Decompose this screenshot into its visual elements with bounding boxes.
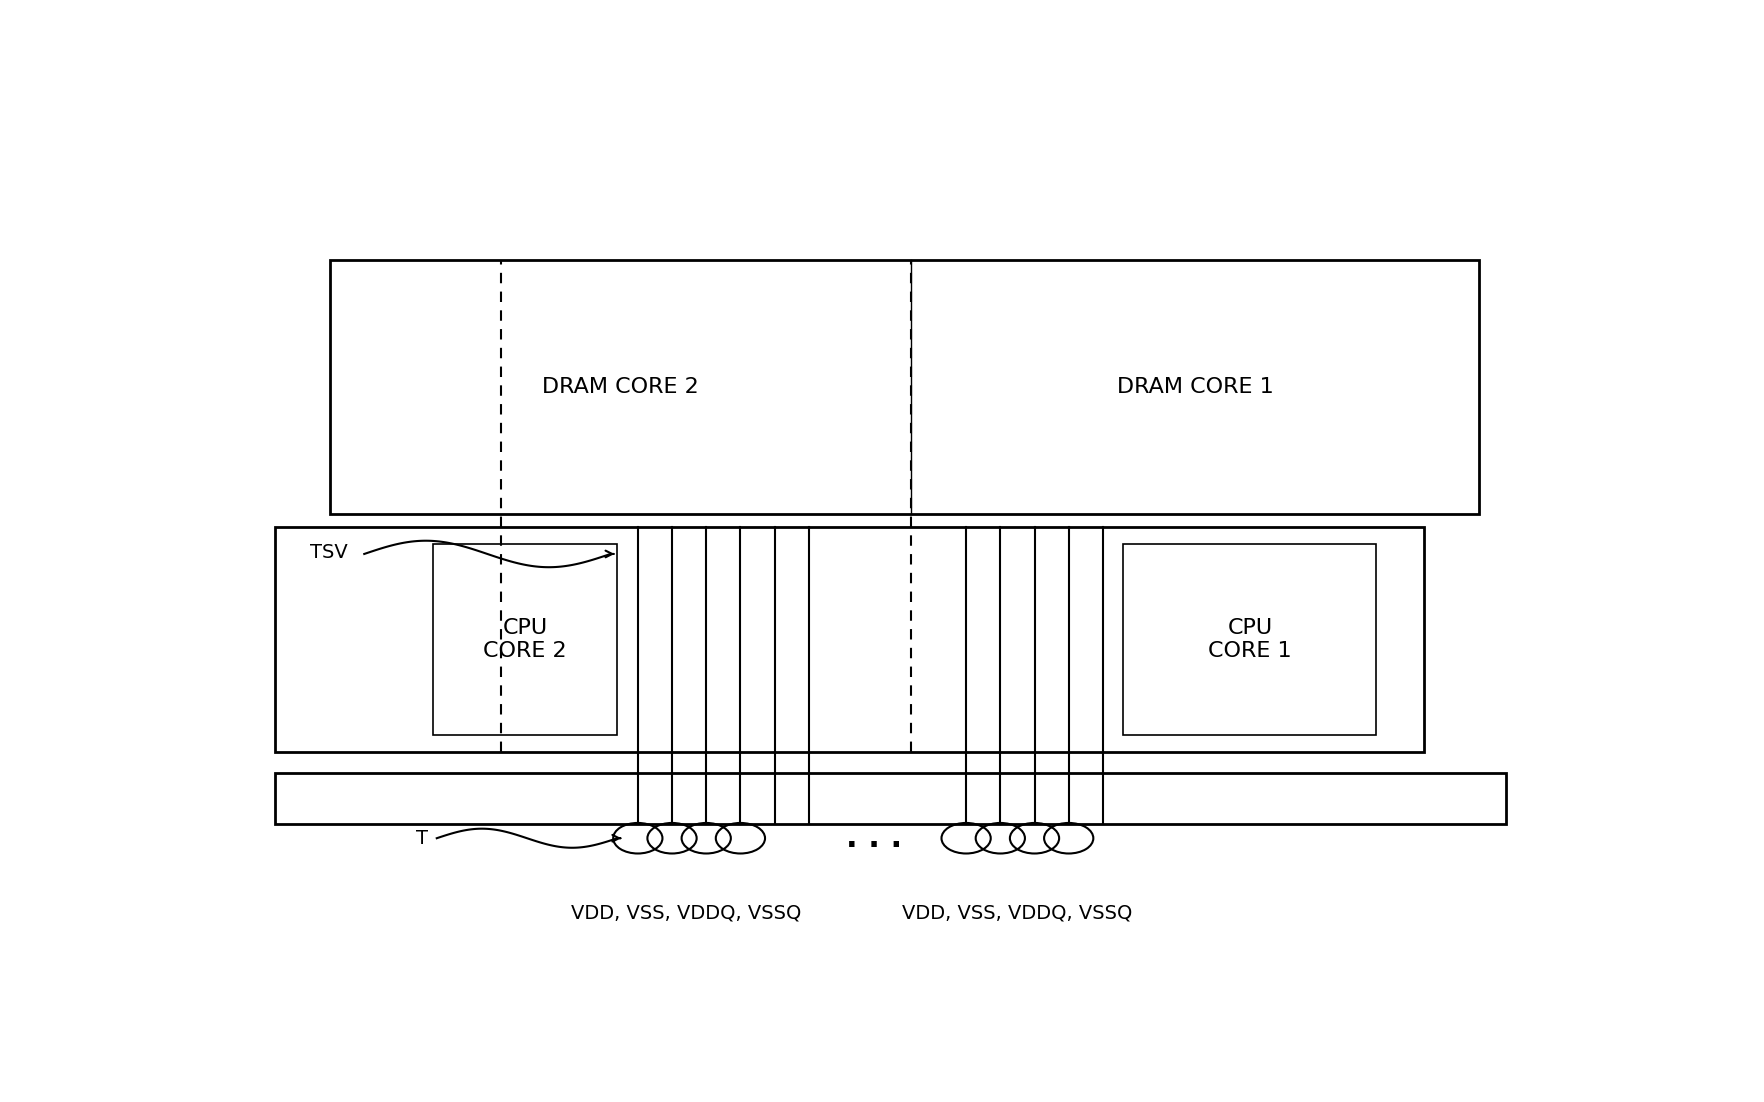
Bar <box>330 260 1478 514</box>
Text: DRAM CORE 2: DRAM CORE 2 <box>542 377 699 397</box>
Text: VDD, VSS, VDDQ, VSSQ: VDD, VSS, VDDQ, VSSQ <box>570 904 801 922</box>
Text: DRAM CORE 1: DRAM CORE 1 <box>1117 377 1274 397</box>
Bar <box>1124 543 1376 735</box>
Text: . . .: . . . <box>847 823 901 853</box>
Text: TSV: TSV <box>309 543 348 562</box>
Text: CPU
CORE 1: CPU CORE 1 <box>1207 617 1291 661</box>
Text: T: T <box>416 829 429 847</box>
Bar <box>275 527 1424 752</box>
Bar <box>275 773 1506 824</box>
Text: VDD, VSS, VDDQ, VSSQ: VDD, VSS, VDDQ, VSSQ <box>901 904 1131 922</box>
Text: CPU
CORE 2: CPU CORE 2 <box>483 617 566 661</box>
Bar <box>432 543 617 735</box>
